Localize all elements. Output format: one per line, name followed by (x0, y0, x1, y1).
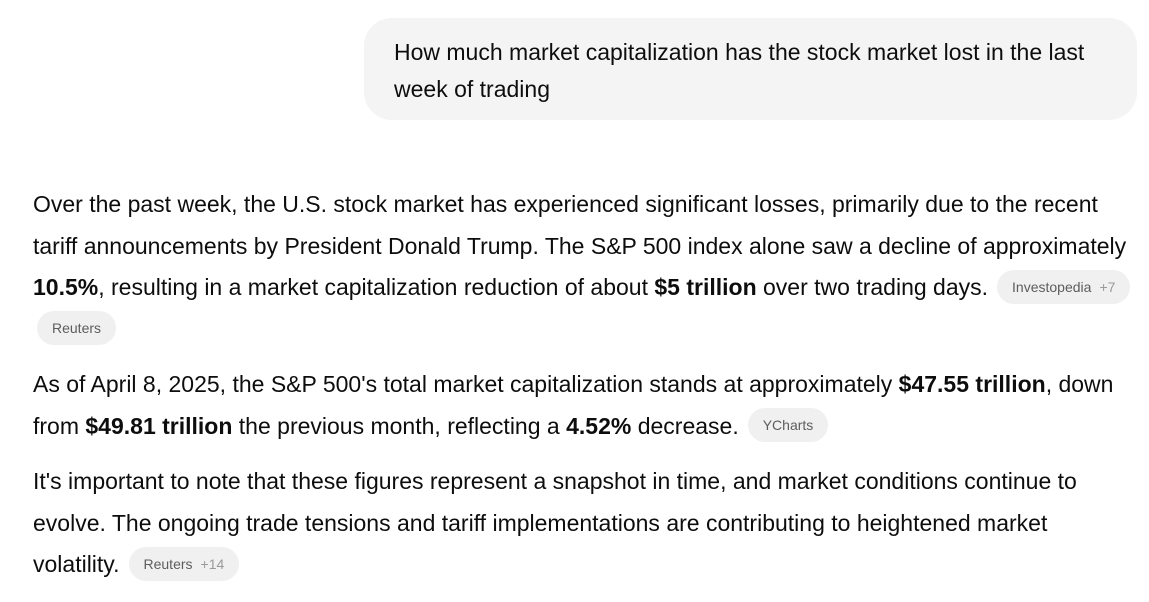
p3-text-1: It's important to note that these figure… (33, 468, 1077, 577)
citation-label: Reuters (52, 320, 102, 337)
p1-text-1: Over the past week, the U.S. stock marke… (33, 191, 1127, 259)
p2-text-2: , down from (33, 371, 1114, 439)
p1-bold-amount: $5 trillion (654, 274, 757, 300)
user-message-text: How much market capitalization has the s… (394, 39, 1085, 102)
p2-bold-percent: 4.52% (566, 412, 632, 439)
p1-text-3: over two trading days. (756, 274, 989, 300)
response-paragraph-2: As of April 8, 2025, the S&P 500's total… (33, 364, 1133, 447)
citation-label: Investopedia (1012, 278, 1092, 295)
citation-chip-ycharts[interactable]: YCharts (747, 408, 829, 443)
p2-bold-current-cap: $47.55 trillion (898, 371, 1046, 397)
p2-text-1: As of April 8, 2025, the S&P 500's total… (33, 371, 899, 397)
citation-label: Reuters (143, 555, 193, 572)
p2-bold-previous-cap: $49.81 trillion (85, 412, 233, 439)
citation-chip-investopedia[interactable]: Investopedia +7 (997, 269, 1131, 304)
citation-chip-reuters-more[interactable]: Reuters +14 (128, 546, 240, 581)
response-paragraph-1: Over the past week, the U.S. stock marke… (33, 184, 1133, 350)
p1-bold-percent: 10.5% (33, 274, 99, 300)
citation-count: +14 (200, 555, 225, 572)
response-paragraph-3: It's important to note that these figure… (33, 461, 1133, 586)
p1-text-2: , resulting in a market capitalization r… (98, 274, 655, 300)
p2-text-4: decrease. (631, 412, 739, 439)
citation-count: +7 (1099, 278, 1116, 295)
citation-chip-reuters[interactable]: Reuters (37, 311, 117, 346)
citation-label: YCharts (762, 417, 814, 434)
user-message-bubble: How much market capitalization has the s… (364, 18, 1137, 120)
assistant-response: Over the past week, the U.S. stock marke… (33, 184, 1133, 586)
p2-text-3: the previous month, reflecting a (232, 412, 567, 439)
